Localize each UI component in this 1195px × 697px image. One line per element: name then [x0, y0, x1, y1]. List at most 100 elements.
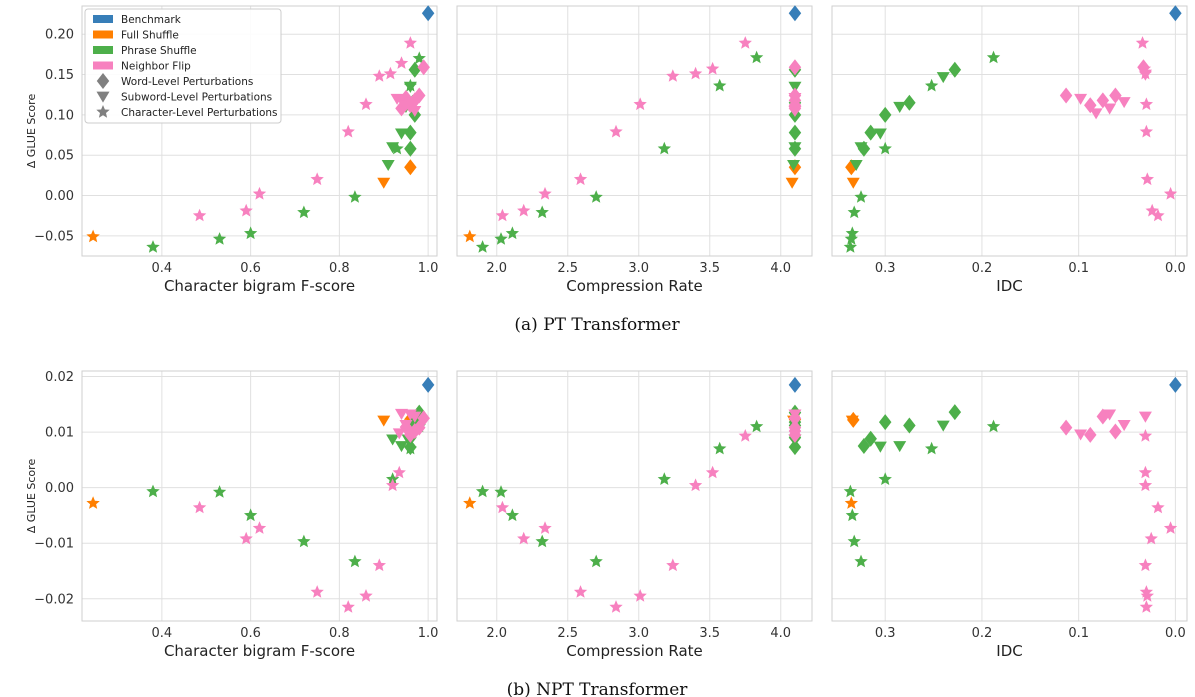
point-neighbor-flip [252, 186, 267, 200]
point-neighbor-flip [192, 500, 207, 514]
legend-swatch [93, 15, 113, 23]
point-neighbor-flip [341, 124, 355, 138]
point-neighbor-flip [788, 59, 802, 76]
y-tick-label: 0.01 [45, 426, 74, 441]
point-full-shuffle [86, 496, 100, 509]
x-tick-label: 0.4 [152, 261, 173, 276]
y-tick-label: −0.05 [34, 229, 74, 244]
point-phrase-shuffle [750, 50, 764, 64]
point-neighbor-flip [1117, 97, 1131, 109]
point-neighbor-flip [1135, 36, 1150, 49]
point-neighbor-flip [359, 589, 373, 602]
point-neighbor-flip [573, 172, 588, 186]
point-neighbor-flip [383, 66, 398, 80]
series-benchmark [1169, 376, 1182, 393]
point-phrase-shuffle [843, 484, 857, 498]
point-neighbor-flip [1140, 589, 1154, 602]
x-tick-label: 0.2 [972, 261, 993, 276]
series-neighbor-flip [1059, 408, 1178, 613]
point-neighbor-flip [1138, 411, 1152, 423]
point-phrase-shuffle [854, 142, 868, 154]
point-phrase-shuffle [381, 159, 395, 172]
point-neighbor-flip [1084, 426, 1097, 443]
point-neighbor-flip [1103, 103, 1117, 115]
point-phrase-shuffle [986, 419, 1001, 433]
point-full-shuffle [845, 415, 859, 427]
point-phrase-shuffle [395, 128, 408, 140]
x-tick-label: 1.0 [418, 626, 439, 641]
legend-marker [96, 105, 110, 118]
point-neighbor-flip [688, 478, 703, 492]
point-neighbor-flip [1074, 429, 1088, 441]
point-phrase-shuffle [535, 205, 549, 219]
point-phrase-shuffle [854, 190, 868, 203]
legend-item-neighbor-flip: Neighbor Flip [93, 61, 191, 73]
point-neighbor-flip [495, 500, 510, 514]
x-tick-label: 0.0 [1165, 626, 1186, 641]
point-benchmark [788, 5, 802, 22]
point-phrase-shuffle [297, 205, 311, 219]
point-phrase-shuffle [936, 72, 950, 84]
point-neighbor-flip [1139, 600, 1153, 613]
y-tick-label: 0.10 [45, 108, 74, 123]
legend-item-subword-level-perturbations: Subword-Level Perturbations [96, 92, 272, 104]
point-neighbor-flip [705, 61, 720, 75]
panel-caption: (a) PT Transformer [514, 315, 680, 335]
legend-box [84, 8, 282, 124]
point-neighbor-flip [666, 69, 680, 82]
point-neighbor-flip [495, 208, 510, 222]
x-tick-label: 2.0 [486, 626, 507, 641]
x-tick-label: 3.5 [699, 261, 720, 276]
series-phrase-shuffle [843, 50, 1001, 253]
point-phrase-shuffle [212, 485, 227, 498]
y-tick-label: 0.00 [45, 189, 74, 204]
point-phrase-shuffle [925, 441, 939, 455]
point-full-shuffle [404, 159, 417, 176]
point-phrase-shuffle [854, 554, 868, 568]
x-axis-label: Compression Rate [566, 277, 703, 295]
legend-item-phrase-shuffle: Phrase Shuffle [93, 45, 197, 57]
point-phrase-shuffle [403, 441, 417, 455]
x-tick-label: 0.1 [1068, 261, 1089, 276]
point-phrase-shuffle [787, 159, 801, 172]
plot-frame [456, 5, 813, 257]
plot-frame [456, 370, 813, 622]
point-phrase-shuffle [475, 484, 490, 498]
point-neighbor-flip [633, 97, 647, 111]
point-neighbor-flip [538, 186, 552, 200]
legend: Benchmark Full Shuffle Phrase Shuffle Neigh… [84, 8, 282, 124]
point-phrase-shuffle [146, 240, 160, 253]
point-phrase-shuffle [505, 226, 519, 240]
point-phrase-shuffle [948, 404, 962, 421]
point-neighbor-flip [788, 426, 802, 443]
point-neighbor-flip [1144, 531, 1158, 545]
point-full-shuffle [377, 177, 391, 189]
legend-item-full-shuffle: Full Shuffle [93, 30, 179, 42]
point-phrase-shuffle [386, 434, 400, 446]
point-neighbor-flip [359, 97, 373, 111]
x-tick-label: 0.0 [1165, 261, 1186, 276]
y-axis-label: Δ GLUE Score [25, 94, 38, 169]
y-tick-label: 0.02 [45, 370, 74, 385]
x-axis-label: Character bigram F-score [164, 642, 355, 660]
point-neighbor-flip [408, 105, 422, 118]
x-axis-label: IDC [996, 277, 1022, 295]
point-phrase-shuffle [878, 106, 892, 123]
point-phrase-shuffle [494, 485, 508, 498]
point-neighbor-flip [372, 69, 386, 82]
plot-area [832, 6, 1187, 256]
point-phrase-shuffle [893, 441, 907, 453]
x-tick-label: 1.0 [418, 261, 439, 276]
point-neighbor-flip [538, 521, 552, 534]
point-neighbor-flip [372, 558, 386, 572]
point-neighbor-flip [517, 203, 531, 217]
plot-area [457, 6, 812, 256]
plot-area [82, 371, 437, 621]
point-phrase-shuffle [925, 78, 939, 92]
y-tick-label: −0.01 [34, 537, 74, 552]
x-tick-label: 4.0 [770, 626, 791, 641]
point-neighbor-flip [788, 105, 802, 118]
point-neighbor-flip [403, 97, 417, 109]
point-neighbor-flip [705, 465, 720, 479]
y-axis-label: Δ GLUE Score [25, 459, 38, 534]
